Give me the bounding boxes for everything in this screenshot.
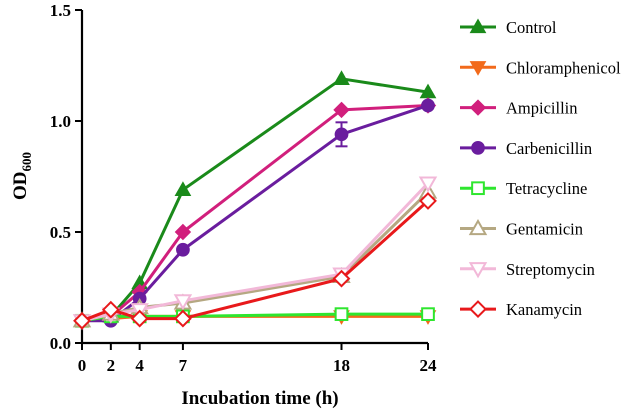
legend-item: Ampicillin (460, 99, 578, 118)
x-tick-label: 24 (420, 356, 438, 375)
error-bar (335, 121, 348, 148)
legend-marker (471, 141, 485, 155)
legend-marker (469, 18, 487, 34)
legend-item: Tetracycline (460, 179, 587, 198)
y-axis-title: OD600 (10, 152, 34, 200)
x-tick-label: 0 (78, 356, 87, 375)
legend-label: Kanamycin (506, 300, 582, 319)
x-tick-label: 18 (333, 356, 350, 375)
data-point (333, 70, 350, 85)
y-tick-label: 1.5 (50, 1, 71, 20)
series-line (81, 182, 430, 323)
legend: Control Chloramphenicol Ampicillin Carbenic… (460, 18, 621, 319)
legend-label: Ampicillin (506, 99, 578, 118)
data-point (174, 223, 192, 241)
x-tick-label: 2 (107, 356, 116, 375)
legend-marker (469, 300, 487, 319)
data-point (334, 307, 349, 321)
legend-label: Carbenicillin (506, 139, 592, 158)
legend-label: Gentamicin (506, 220, 583, 239)
legend-label: Streptomycin (506, 260, 595, 279)
series-layer (72, 70, 438, 331)
x-tick-label: 7 (179, 356, 188, 375)
legend-label: Tetracycline (506, 179, 587, 198)
legend-marker (469, 99, 487, 116)
legend-item: Carbenicillin (460, 139, 592, 158)
data-point (418, 176, 438, 193)
legend-label: Control (506, 18, 557, 37)
y-ticks: 0.0 0.5 1.0 1.5 (50, 1, 82, 353)
series-line (81, 77, 429, 323)
legend-item: Streptomycin (460, 260, 595, 279)
data-point (176, 242, 190, 257)
legend-label: Chloramphenicol (506, 58, 621, 77)
x-ticks: 0 2 4 7 18 24 (78, 343, 437, 375)
data-point (130, 309, 149, 328)
x-axis-title: Incubation time (h) (181, 388, 338, 409)
data-point (419, 192, 437, 210)
legend-marker (471, 181, 485, 196)
data-point (174, 181, 192, 196)
y-tick-label: 0.0 (50, 334, 71, 353)
legend-item: Kanamycin (460, 300, 582, 319)
data-point (421, 307, 435, 321)
series-kanamycin (73, 192, 437, 330)
data-point (73, 311, 91, 330)
x-tick-label: 4 (135, 356, 144, 375)
y-tick-label: 1.0 (50, 112, 71, 131)
data-point (421, 98, 435, 113)
data-point (173, 294, 193, 311)
legend-marker (468, 218, 488, 236)
series-gentamicin (72, 182, 438, 328)
data-point (101, 300, 120, 319)
data-point (332, 269, 351, 288)
data-point (333, 101, 350, 119)
legend-item: Control (460, 18, 557, 37)
legend-marker (469, 61, 487, 76)
legend-marker (468, 262, 488, 279)
legend-item: Chloramphenicol (460, 58, 621, 77)
y-tick-label: 0.5 (50, 223, 71, 242)
y-axis-title-main: OD (10, 172, 31, 201)
legend-item: Gentamicin (460, 218, 583, 239)
data-point (174, 309, 192, 328)
y-axis-title-subscript: 600 (19, 152, 34, 172)
